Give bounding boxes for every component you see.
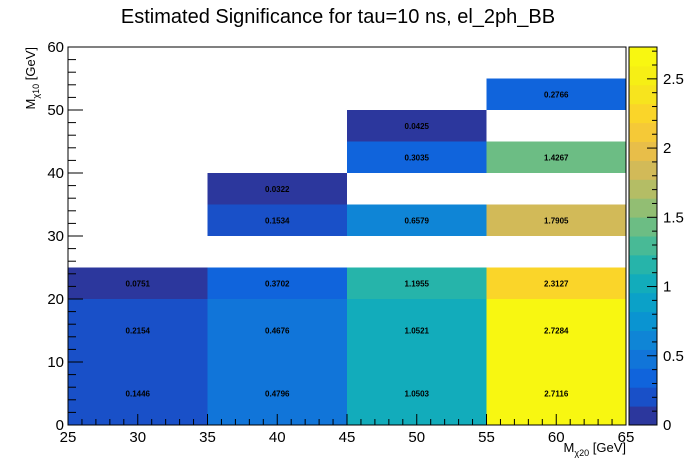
- color-scale-bin: [629, 160, 657, 180]
- heatmap-cell-label: 0.1446: [126, 390, 151, 399]
- color-scale-bin: [629, 84, 657, 105]
- x-tick-label: 65: [618, 429, 635, 446]
- heatmap-cell: [486, 299, 626, 362]
- color-scale-bin: [629, 311, 657, 331]
- y-axis-label-main: M: [23, 99, 38, 110]
- heatmap-cell-label: 2.7116: [544, 390, 569, 399]
- y-tick-label: 10: [47, 354, 64, 371]
- heatmap-cell-label: 0.0322: [265, 185, 290, 194]
- y-axis-label: Mχ10 [GeV]: [23, 47, 41, 109]
- heatmap-cell-label: 0.2766: [544, 90, 569, 99]
- heatmap-cell: [486, 141, 626, 173]
- heatmap-cell: [207, 299, 347, 362]
- x-axis: 25 30 35 40 45 50 55 60 65: [60, 414, 635, 446]
- y-axis: 0 10 20 30 40 50 60: [47, 39, 83, 434]
- color-scale-bin: [629, 254, 657, 275]
- heatmap-cell-label: 1.4267: [544, 153, 569, 162]
- x-tick-label: 25: [60, 429, 77, 446]
- color-scale-tick-label: 0.5: [663, 348, 684, 365]
- x-axis-label-unit: [GeV]: [589, 440, 626, 455]
- heatmap-cell-label: 0.0751: [126, 279, 151, 288]
- y-tick-label: 50: [47, 102, 64, 119]
- heatmap-cell: [207, 204, 347, 236]
- color-scale-bin: [629, 141, 657, 161]
- x-axis-label-sub: χ20: [574, 448, 589, 458]
- heatmap-cell-label: 0.6579: [405, 216, 430, 225]
- heatmap-cell-label: 0.2154: [126, 327, 151, 336]
- heatmap-cell: [486, 204, 626, 236]
- color-scale-bin: [629, 217, 657, 237]
- color-scale-tick-label: 2: [663, 140, 671, 157]
- heatmap-cell: [347, 299, 487, 362]
- heatmap-cell-label: 0.3035: [405, 153, 430, 162]
- x-tick-label: 60: [548, 429, 565, 446]
- x-axis-label-main: M: [564, 440, 575, 455]
- heatmap-cell-label: 1.7905: [544, 216, 569, 225]
- color-scale-bin: [629, 387, 657, 407]
- x-tick-label: 40: [269, 429, 286, 446]
- y-tick-label: 30: [47, 228, 64, 245]
- y-axis-label-sub: χ10: [31, 84, 41, 99]
- heatmap-cells: [68, 78, 626, 425]
- heatmap-cell: [207, 173, 347, 205]
- y-axis-label-unit: [GeV]: [23, 47, 38, 84]
- heatmap-cell: [486, 78, 626, 110]
- heatmap-cell: [486, 267, 626, 299]
- y-tick-label: 20: [47, 291, 64, 308]
- color-scale-bin: [629, 65, 657, 86]
- color-scale-bin: [629, 236, 657, 256]
- color-scale-bar: [628, 46, 658, 426]
- color-scale-tick-label: 2.5: [663, 71, 684, 88]
- x-tick-label: 45: [339, 429, 356, 446]
- color-scale-bin: [629, 406, 657, 426]
- heatmap-cell: [347, 110, 487, 142]
- color-scale-bin: [629, 292, 657, 313]
- heatmap-cell-label: 1.1955: [405, 279, 430, 288]
- heatmap-cell-label: 0.4796: [265, 390, 290, 399]
- heatmap-cell-label: 0.3702: [265, 279, 290, 288]
- heatmap-cell-label: 2.7284: [544, 327, 569, 336]
- heatmap-cell: [347, 204, 487, 236]
- color-scale-tick-label: 1.5: [663, 209, 684, 226]
- color-scale-bin: [629, 47, 657, 67]
- color-scale-frame: [628, 46, 658, 426]
- heatmap-cell-label: 1.0503: [405, 390, 430, 399]
- heatmap-cell-label: 0.0425: [405, 122, 430, 131]
- heatmap-cell: [68, 299, 208, 362]
- color-scale-bin: [629, 330, 657, 350]
- color-scale-axis: 0 0.5 1 1.5 2 2.5: [647, 50, 684, 434]
- heatmap-cell: [207, 267, 347, 299]
- color-scale-bin: [629, 368, 657, 388]
- heatmap-cell-label: 1.0521: [405, 327, 430, 336]
- color-scale-bin: [629, 179, 657, 199]
- y-tick-label: 40: [47, 165, 64, 182]
- y-tick-label: 0: [56, 417, 64, 434]
- x-tick-label: 50: [408, 429, 425, 446]
- heatmap-cell: [347, 141, 487, 173]
- color-scale-bin: [629, 349, 657, 369]
- color-scale-bin: [629, 103, 657, 124]
- color-scale-tick-label: 0: [663, 417, 671, 434]
- x-axis-label: Mχ20 [GeV]: [564, 440, 626, 458]
- heatmap-cell: [347, 267, 487, 299]
- color-scale-bin: [629, 273, 657, 294]
- x-tick-label: 30: [129, 429, 146, 446]
- chart-title: Estimated Significance for tau=10 ns, el…: [121, 6, 555, 28]
- heatmap-cell-label: 0.1534: [265, 216, 290, 225]
- color-scale-bin: [629, 198, 657, 218]
- heatmap-cell-label: 2.3127: [544, 279, 569, 288]
- y-tick-label: 60: [47, 39, 64, 56]
- heatmap-cell: [68, 267, 208, 299]
- heatmap-cell-labels: 0.1446 0.2154 0.0751 0.4796 0.4676 0.3702 0.15…: [126, 90, 570, 398]
- color-scale-tick-label: 1: [663, 279, 671, 296]
- heatmap-cell-label: 0.4676: [265, 327, 290, 336]
- x-tick-label: 35: [199, 429, 216, 446]
- color-scale-bin: [629, 122, 657, 142]
- x-tick-label: 55: [478, 429, 495, 446]
